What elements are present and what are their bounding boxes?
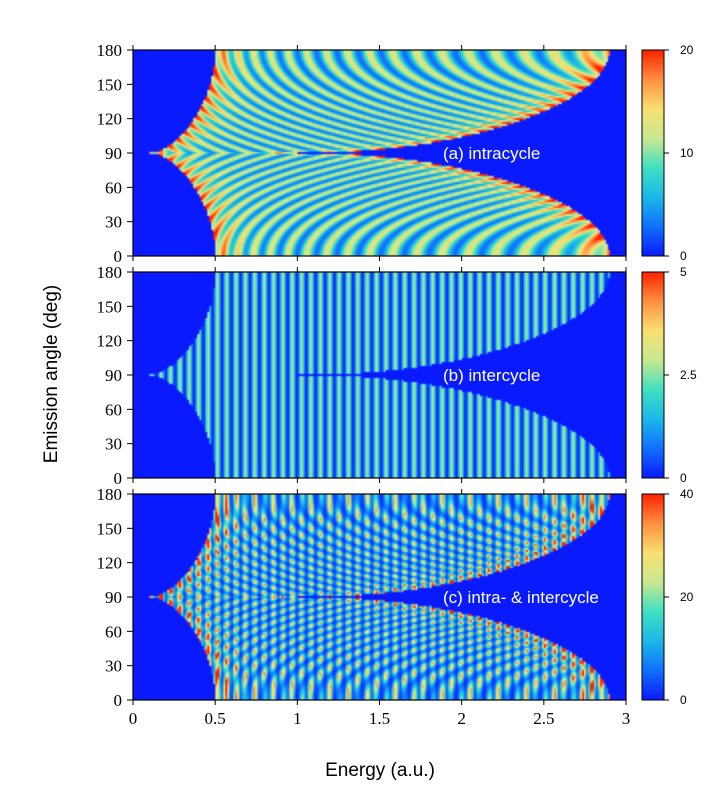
y-tick-label: 150 — [97, 519, 123, 538]
x-axis: 0 0.5 1 1.5 2 2.5 3 — [129, 709, 631, 728]
y-tick-label: 0 — [114, 247, 123, 266]
y-tick-label: 120 — [97, 110, 123, 129]
heatmap-image — [133, 494, 626, 700]
colorbar-tick-label: 20 — [680, 590, 694, 604]
x-tick-label: 1 — [293, 709, 302, 728]
y-tick-label: 90 — [105, 588, 122, 607]
heatmap-image — [133, 50, 626, 256]
panel-intracycle: 0 30 60 90 120 150 180 (a) intracycle 0 10 20 — [97, 41, 694, 266]
y-tick-label: 0 — [114, 691, 123, 710]
x-tick-label: 3 — [622, 709, 631, 728]
y-tick-label: 30 — [105, 435, 122, 454]
y-tick-label: 180 — [97, 41, 123, 60]
y-tick-label: 150 — [97, 297, 123, 316]
x-tick-label: 2.5 — [533, 709, 554, 728]
x-axis-title: Energy (a.u.) — [325, 760, 435, 781]
colorbar — [641, 49, 665, 257]
y-tick-label: 120 — [97, 554, 123, 573]
y-tick-label: 180 — [97, 263, 123, 282]
colorbar-tick-label: 40 — [680, 487, 694, 501]
panel-label: (a) intracycle — [443, 144, 540, 163]
colorbar — [641, 271, 665, 479]
y-tick-label: 60 — [105, 178, 122, 197]
y-tick-label: 30 — [105, 657, 122, 676]
colorbar-tick-label: 2.5 — [680, 368, 697, 382]
colorbar-tick-label: 0 — [680, 471, 687, 485]
colorbar-tick-label: 5 — [680, 265, 687, 279]
heatmap-image — [133, 272, 626, 478]
colorbar-tick-label: 10 — [680, 146, 694, 160]
y-tick-label: 90 — [105, 144, 122, 163]
x-tick-label: 2 — [457, 709, 466, 728]
panel-combined: 0 30 60 90 120 150 180 (c) intra- & intercycle 0… — [97, 485, 694, 710]
colorbar-tick-label: 0 — [680, 693, 687, 707]
y-tick-label: 60 — [105, 400, 122, 419]
colorbar — [641, 493, 665, 701]
x-tick-label: 1.5 — [369, 709, 390, 728]
y-axis-title: Emission angle (deg) — [41, 285, 62, 463]
y-tick-label: 30 — [105, 213, 122, 232]
y-tick-label: 180 — [97, 485, 123, 504]
x-tick-label: 0 — [129, 709, 138, 728]
colorbar-tick-label: 0 — [680, 249, 687, 263]
panel-intercycle: 0 30 60 90 120 150 180 (b) intercycle 0 2.5 5 — [97, 263, 698, 488]
y-tick-label: 60 — [105, 622, 122, 641]
colorbar-tick-label: 20 — [680, 43, 694, 57]
y-tick-label: 0 — [114, 469, 123, 488]
y-tick-label: 120 — [97, 332, 123, 351]
y-tick-label: 90 — [105, 366, 122, 385]
panel-label: (c) intra- & intercycle — [443, 588, 599, 607]
x-tick-label: 0.5 — [205, 709, 226, 728]
panel-label: (b) intercycle — [443, 366, 540, 385]
y-tick-label: 150 — [97, 75, 123, 94]
